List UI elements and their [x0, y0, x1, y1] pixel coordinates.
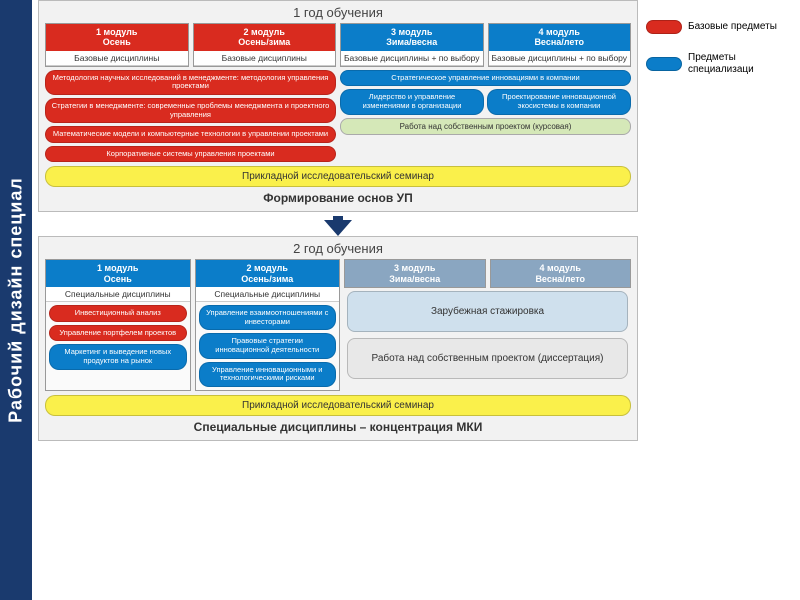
y2-seminar-row: Прикладной исследовательский семинар: [45, 395, 631, 416]
main-content: 1 год обучения 1 модульОсень Базовые дис…: [38, 0, 638, 445]
sidebar: Рабочий дизайн специал: [0, 0, 32, 600]
project-box: Работа над собственным проектом (диссерт…: [347, 338, 628, 379]
year1-title: 1 год обучения: [45, 5, 631, 20]
module-sub: Базовые дисциплины + по выбору: [489, 51, 631, 66]
legend-label: Базовые предметы: [688, 21, 777, 33]
sidebar-title: Рабочий дизайн специал: [6, 177, 27, 423]
course-pill: Корпоративные системы управления проекта…: [45, 146, 336, 163]
course-pill: Проектирование инновационной экосистемы …: [487, 89, 631, 114]
y1-module-4: 4 модульВесна/лето Базовые дисциплины + …: [488, 23, 632, 67]
y1-seminar-row: Прикладной исследовательский семинар: [45, 166, 631, 187]
y1-courses: Методология научных исследований в менед…: [45, 70, 631, 163]
legend-label: Предметы специализаци: [688, 52, 796, 76]
course-pill: Управление портфелем проектов: [49, 325, 187, 342]
year1-modules: 1 модульОсень Базовые дисциплины 2 модул…: [45, 23, 631, 67]
module-sub: Базовые дисциплины: [194, 51, 336, 66]
legend-item: Предметы специализаци: [646, 52, 796, 76]
y1-left-courses: Методология научных исследований в менед…: [45, 70, 336, 163]
module-sub: Базовые дисциплины + по выбору: [341, 51, 483, 66]
year2-modules: 1 модульОсень Специальные дисциплины Инв…: [45, 259, 631, 390]
legend-swatch: [646, 57, 682, 71]
course-pill: Лидерство и управление изменениями в орг…: [340, 89, 484, 114]
module-header: 3 модульЗима/весна: [341, 24, 483, 51]
module-header: 1 модульОсень: [46, 260, 190, 287]
year2-title: 2 год обучения: [45, 241, 631, 256]
module-header: 4 модульВесна/лето: [491, 260, 631, 287]
course-pill: Стратегическое управление инновациями в …: [340, 70, 631, 87]
y1-footer: Формирование основ УП: [45, 191, 631, 205]
seminar-pill: Прикладной исследовательский семинар: [45, 395, 631, 416]
module-body: Инвестиционный анализ Управление портфел…: [46, 302, 190, 390]
y2-module-1: 1 модульОсень Специальные дисциплины Инв…: [45, 259, 191, 390]
legend-item: Базовые предметы: [646, 20, 796, 34]
arrow-down: [38, 216, 638, 236]
y2-right-body: Зарубежная стажировка Работа над собстве…: [344, 288, 631, 391]
y2-right-span: 3 модульЗима/весна 4 модульВесна/лето За…: [344, 259, 631, 390]
module-header: 2 модульОсень/зима: [194, 24, 336, 51]
year1-block: 1 год обучения 1 модульОсень Базовые дис…: [38, 0, 638, 212]
module-header: 2 модульОсень/зима: [196, 260, 340, 287]
course-pill: Методология научных исследований в менед…: [45, 70, 336, 95]
course-pill: Инвестиционный анализ: [49, 305, 187, 322]
y1-module-3: 3 модульЗима/весна Базовые дисциплины + …: [340, 23, 484, 67]
course-pill: Управление взаимоотношениями с инвестора…: [199, 305, 337, 330]
course-pill: Маркетинг и выведение новых продуктов на…: [49, 344, 187, 369]
internship-box: Зарубежная стажировка: [347, 291, 628, 332]
course-pill: Стратегии в менеджменте: современные про…: [45, 98, 336, 123]
module-sub: Базовые дисциплины: [46, 51, 188, 66]
project-box: Работа над собственным проектом (курсова…: [340, 118, 631, 135]
y1-right-courses: Стратегическое управление инновациями в …: [340, 70, 631, 163]
legend-swatch: [646, 20, 682, 34]
module-body: Управление взаимоотношениями с инвестора…: [196, 302, 340, 390]
legend: Базовые предметы Предметы специализаци: [646, 20, 796, 94]
module-sub: Специальные дисциплины: [46, 287, 190, 302]
module-sub: Специальные дисциплины: [196, 287, 340, 302]
course-pill: Математические модели и компьютерные тех…: [45, 126, 336, 143]
y1-module-2: 2 модульОсень/зима Базовые дисциплины: [193, 23, 337, 67]
y2-footer: Специальные дисциплины – концентрация МК…: [45, 420, 631, 434]
course-pill: Правовые стратегии инновационной деятель…: [199, 333, 337, 358]
module-header: 3 модульЗима/весна: [345, 260, 485, 287]
y2-module-2: 2 модульОсень/зима Специальные дисциплин…: [195, 259, 341, 390]
module-header: 1 модульОсень: [46, 24, 188, 51]
module-header: 4 модульВесна/лето: [489, 24, 631, 51]
y1-module-1: 1 модульОсень Базовые дисциплины: [45, 23, 189, 67]
seminar-pill: Прикладной исследовательский семинар: [45, 166, 631, 187]
course-pill: Управление инновационными и технологичес…: [199, 362, 337, 387]
year2-block: 2 год обучения 1 модульОсень Специальные…: [38, 236, 638, 440]
